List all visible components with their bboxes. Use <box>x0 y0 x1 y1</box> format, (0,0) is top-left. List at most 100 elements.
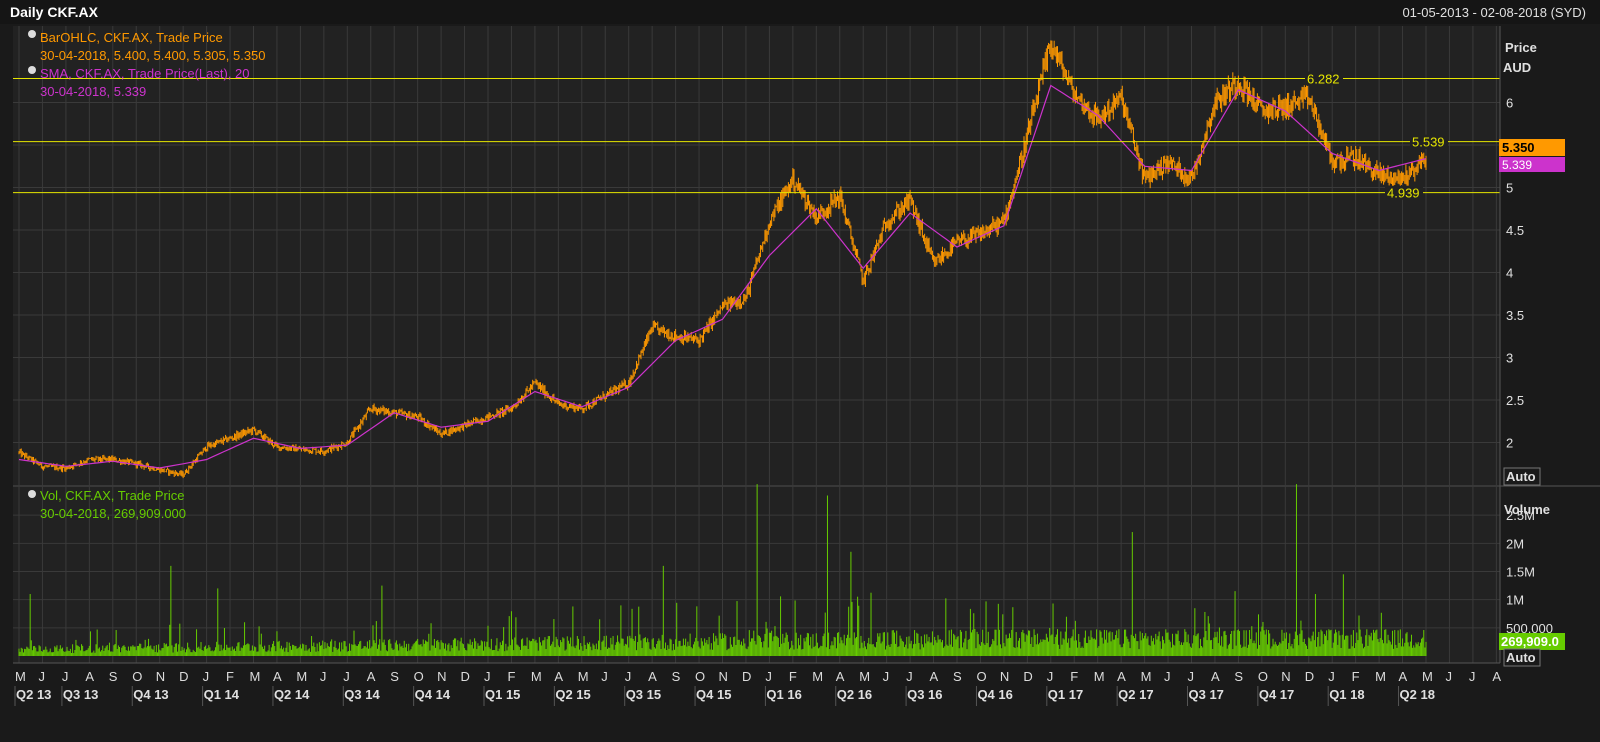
price-tick-label: 4 <box>1506 266 1513 281</box>
last-volume-tag: 269,909.0 <box>1501 634 1559 649</box>
month-tick-label: M <box>1375 669 1386 684</box>
month-tick-label: J <box>343 669 350 684</box>
legend-sma-title: SMA, CKF.AX, Trade Price(Last), 20 <box>40 66 250 81</box>
month-tick-label: J <box>1469 669 1476 684</box>
month-tick-label: J <box>38 669 45 684</box>
month-tick-label: N <box>719 669 728 684</box>
volume-plot-area[interactable] <box>13 487 1500 663</box>
month-tick-label: J <box>203 669 210 684</box>
month-tick-label: O <box>695 669 705 684</box>
month-tick-label: M <box>15 669 26 684</box>
month-tick-label: J <box>320 669 327 684</box>
reference-line-label: 4.939 <box>1387 186 1420 201</box>
month-tick-label: S <box>390 669 399 684</box>
quarter-tick-label: Q2 16 <box>837 687 872 702</box>
month-tick-label: D <box>179 669 188 684</box>
price-tick-label: 3.5 <box>1506 308 1524 323</box>
month-tick-label: A <box>554 669 563 684</box>
price-plot-area[interactable] <box>13 26 1500 485</box>
month-tick-label: A <box>1399 669 1408 684</box>
month-tick-label: A <box>836 669 845 684</box>
month-tick-label: D <box>742 669 751 684</box>
month-tick-label: S <box>109 669 118 684</box>
quarter-tick-label: Q4 16 <box>977 687 1012 702</box>
quarter-tick-label: Q1 18 <box>1329 687 1364 702</box>
quarter-tick-label: Q2 13 <box>16 687 51 702</box>
month-tick-label: F <box>1070 669 1078 684</box>
month-tick-label: O <box>132 669 142 684</box>
month-tick-label: N <box>156 669 165 684</box>
quarter-tick-label: Q2 17 <box>1118 687 1153 702</box>
last-sma-tag-bg <box>1499 157 1565 172</box>
last-sma-tag: 5.339 <box>1502 158 1532 172</box>
month-tick-label: A <box>1117 669 1126 684</box>
month-tick-label: M <box>1141 669 1152 684</box>
quarter-tick-label: Q1 17 <box>1048 687 1083 702</box>
quarter-tick-label: Q1 15 <box>485 687 520 702</box>
legend-sma-values: 30-04-2018, 5.339 <box>40 84 146 99</box>
legend-bar-title: BarOHLC, CKF.AX, Trade Price <box>40 30 223 45</box>
price-tick-label: 2.5 <box>1506 393 1524 408</box>
price-auto-button-frame[interactable] <box>1503 467 1541 486</box>
volume-legend: Vol, CKF.AX, Trade Price 30-04-2018, 269… <box>28 488 186 521</box>
month-tick-label: M <box>250 669 261 684</box>
month-tick-label: A <box>273 669 282 684</box>
volume-tick-label: 2.5M <box>1506 508 1535 523</box>
quarter-tick-label: Q1 14 <box>204 687 240 702</box>
volume-axis-title: Volume <box>1504 502 1550 517</box>
legend-bar-toggle-icon[interactable] <box>28 30 36 38</box>
month-tick-label: O <box>976 669 986 684</box>
quarter-tick-label: Q2 18 <box>1400 687 1435 702</box>
price-auto-button[interactable]: Auto <box>1506 469 1536 484</box>
reference-label-bg <box>1385 185 1423 200</box>
price-legend: BarOHLC, CKF.AX, Trade Price 30-04-2018,… <box>28 30 266 99</box>
month-tick-label: M <box>1094 669 1105 684</box>
last-price-tag-bg <box>1499 139 1565 156</box>
month-tick-label: J <box>1188 669 1195 684</box>
quarter-tick-label: Q4 15 <box>696 687 731 702</box>
month-tick-label: M <box>859 669 870 684</box>
month-tick-label: N <box>1281 669 1290 684</box>
quarter-tick-label: Q1 16 <box>766 687 801 702</box>
month-tick-label: M <box>1422 669 1433 684</box>
volume-auto-button-frame[interactable] <box>1503 648 1541 667</box>
quarter-tick-label: Q3 15 <box>626 687 661 702</box>
month-tick-label: J <box>62 669 69 684</box>
quarter-tick-label: Q3 14 <box>344 687 380 702</box>
quarter-tick-label: Q3 17 <box>1189 687 1224 702</box>
legend-sma-toggle-icon[interactable] <box>28 66 36 74</box>
month-tick-label: J <box>883 669 890 684</box>
volume-tick-label: 1M <box>1506 593 1524 608</box>
volume-tick-label: 500,000 <box>1506 621 1553 636</box>
month-tick-label: A <box>1211 669 1220 684</box>
last-price-tag: 5.350 <box>1502 140 1535 155</box>
month-tick-label: F <box>1352 669 1360 684</box>
chart-title: Daily CKF.AX <box>10 4 98 20</box>
legend-vol-title: Vol, CKF.AX, Trade Price <box>40 488 185 503</box>
month-tick-label: S <box>1234 669 1243 684</box>
price-axis-unit: AUD <box>1503 60 1531 75</box>
month-tick-label: D <box>461 669 470 684</box>
quarter-tick-label: Q3 16 <box>907 687 942 702</box>
quarter-tick-label: Q4 14 <box>415 687 451 702</box>
price-tick-label: 4.5 <box>1506 223 1524 238</box>
volume-tick-label: 1.5M <box>1506 565 1535 580</box>
price-tick-label: 6 <box>1506 96 1513 111</box>
price-axis-title: Price <box>1505 40 1537 55</box>
month-tick-label: D <box>1023 669 1032 684</box>
quarter-tick-label: Q2 15 <box>555 687 590 702</box>
month-tick-label: J <box>1164 669 1171 684</box>
month-tick-label: D <box>1305 669 1314 684</box>
reference-lines: 6.282 5.539 4.939 <box>13 71 1500 201</box>
volume-auto-button[interactable]: Auto <box>1506 650 1536 665</box>
quarter-tick-label: Q2 14 <box>274 687 310 702</box>
reference-label-bg <box>1305 71 1343 86</box>
legend-vol-values: 30-04-2018, 269,909.000 <box>40 506 186 521</box>
month-tick-label: A <box>930 669 939 684</box>
month-tick-label: F <box>226 669 234 684</box>
legend-vol-toggle-icon[interactable] <box>28 490 36 498</box>
month-tick-label: A <box>367 669 376 684</box>
